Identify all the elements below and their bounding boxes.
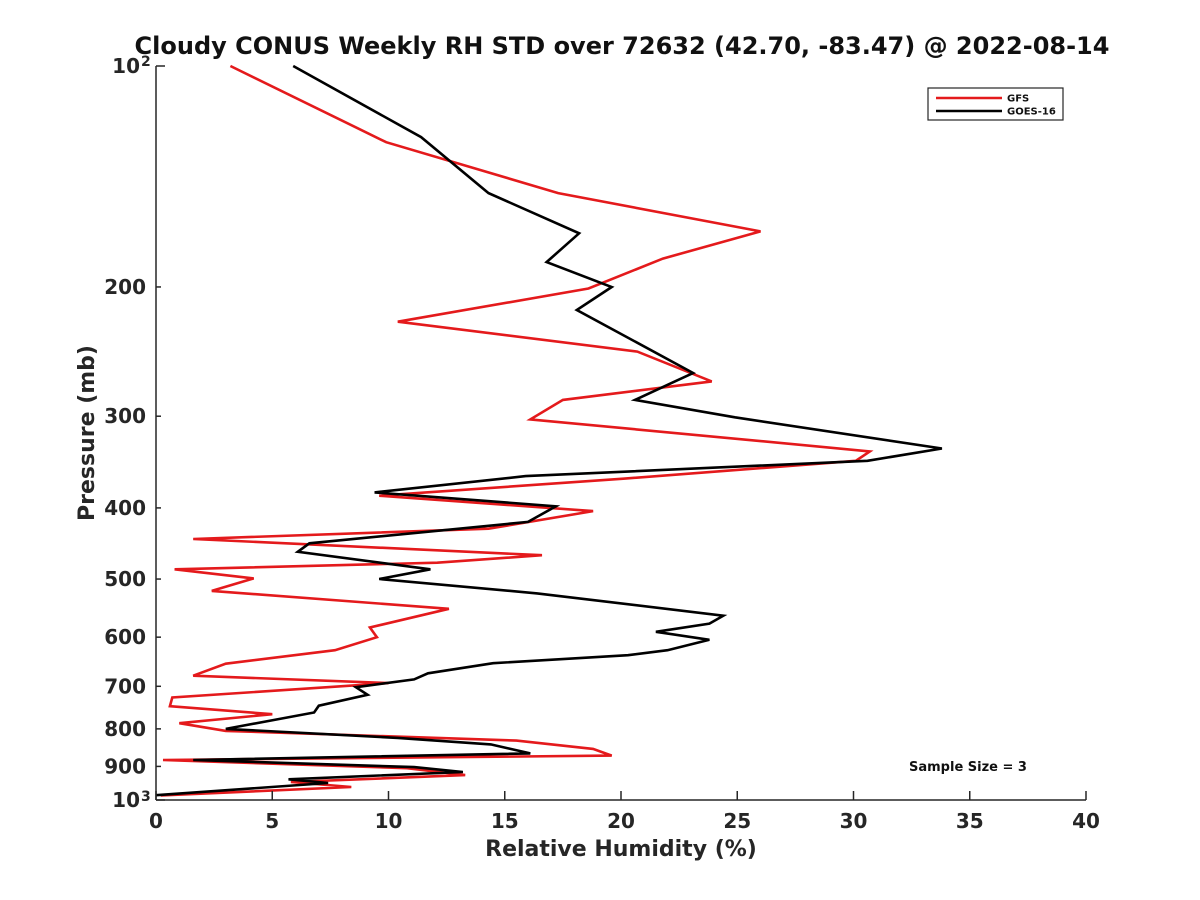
y-tick-exponent-1000: 3 [141,789,151,805]
x-tick-label-20: 20 [607,809,635,833]
y-tick-label-1000: 10 [112,788,140,812]
x-tick-label-15: 15 [491,809,519,833]
x-tick-label-40: 40 [1072,809,1100,833]
legend: GFS GOES-16 [927,87,1064,121]
y-tick-label-300: 300 [104,404,146,428]
y-tick-label-900: 900 [104,754,146,778]
y-tick-exponent-100: 2 [141,54,151,70]
series-line-goes16 [155,64,943,797]
legend-box [927,87,1064,121]
series-layer [155,64,943,797]
x-tick-label-0: 0 [149,809,163,833]
x-ticks: 0 5 10 15 20 25 30 35 40 [149,791,1100,833]
y-tick-label-100: 10 [112,54,140,78]
chart-title: Cloudy CONUS Weekly RH STD over 72632 (4… [135,32,1110,60]
y-tick-label-200: 200 [104,275,146,299]
x-tick-label-5: 5 [265,809,279,833]
legend-label-gfs: GFS [1007,94,1029,105]
y-tick-label-700: 700 [104,674,146,698]
legend-label-goes16: GOES-16 [1007,107,1056,118]
x-axis-label: Relative Humidity (%) [485,837,757,862]
y-tick-label-600: 600 [104,625,146,649]
x-tick-label-30: 30 [840,809,868,833]
sample-size-annotation: Sample Size = 3 [909,760,1027,775]
series-line-gfs [160,64,874,797]
x-tick-label-35: 35 [956,809,984,833]
y-tick-label-800: 800 [104,717,146,741]
y-axis-label: Pressure (mb) [75,345,100,521]
x-tick-label-10: 10 [375,809,403,833]
x-tick-label-25: 25 [723,809,751,833]
y-tick-label-500: 500 [104,567,146,591]
y-tick-label-400: 400 [104,496,146,520]
